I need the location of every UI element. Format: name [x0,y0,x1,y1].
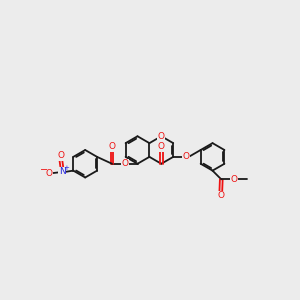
Text: +: + [63,165,69,171]
Text: −: − [40,165,49,175]
Text: O: O [109,142,116,152]
Text: O: O [46,169,52,178]
Text: O: O [217,191,224,200]
Text: O: O [122,159,128,168]
Text: O: O [182,152,189,161]
Text: O: O [231,175,238,184]
Text: O: O [57,151,64,160]
Text: N: N [59,167,65,176]
Text: O: O [158,132,165,141]
Text: O: O [158,142,165,152]
